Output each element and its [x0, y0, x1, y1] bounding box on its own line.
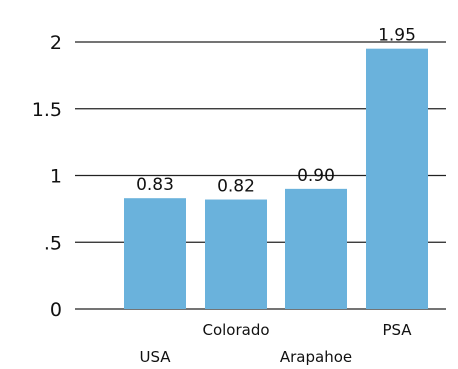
category-label-colorado: Colorado: [202, 321, 269, 339]
bar-arapahoe: [285, 188, 347, 309]
data-label-arapahoe: 0.90: [297, 166, 335, 186]
bar-psa: [366, 48, 428, 310]
data-label-colorado: 0.82: [217, 177, 255, 197]
bar-usa: [124, 198, 186, 309]
category-label-arapahoe: Arapahoe: [280, 348, 352, 366]
category-label-usa: USA: [139, 348, 171, 366]
y-tick-label: 1.5: [32, 99, 62, 121]
category-label-psa: PSA: [382, 321, 412, 339]
bars: [124, 48, 428, 310]
bar-colorado: [205, 199, 267, 309]
y-axis-tick-labels: 0 .5 1 1.5 2: [32, 32, 62, 321]
y-tick-label: .5: [44, 232, 62, 254]
category-labels: USA Colorado Arapahoe PSA: [139, 321, 412, 366]
y-tick-label: 2: [50, 32, 62, 54]
data-labels: 0.83 0.82 0.90 1.95: [136, 26, 416, 197]
data-label-psa: 1.95: [378, 26, 416, 46]
y-tick-label: 1: [50, 166, 62, 188]
data-label-usa: 0.83: [136, 175, 174, 195]
y-tick-label: 0: [50, 299, 62, 321]
